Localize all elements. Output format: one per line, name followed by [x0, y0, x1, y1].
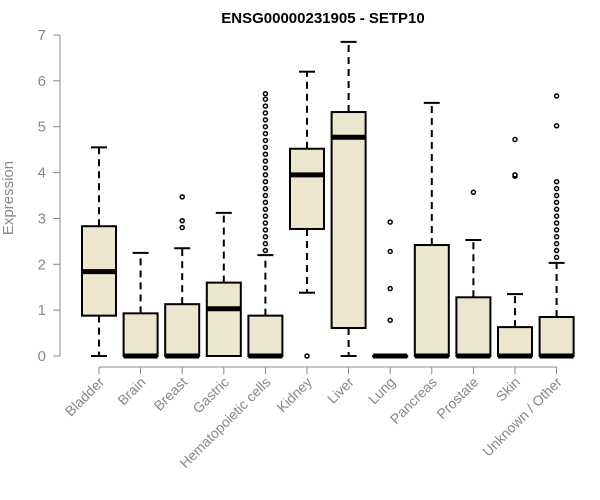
outlier-point: [470, 189, 477, 196]
y-tick-label: 0: [38, 348, 46, 365]
outlier-point: [553, 234, 560, 240]
x-tick-label: Brain: [114, 374, 148, 408]
box-pancreas: [413, 101, 450, 359]
x-tick-label: Liver: [324, 374, 357, 407]
outlier-point: [553, 123, 560, 129]
box-gastric: [205, 211, 242, 357]
outlier-point: [553, 199, 560, 206]
outlier-point: [262, 123, 269, 130]
outlier-point: [553, 220, 560, 226]
outlier-point: [262, 199, 269, 206]
box-iqr: [289, 147, 325, 230]
box-bladder: [81, 146, 117, 357]
chart-title: ENSG00000231905 - SETP10: [221, 10, 424, 27]
x-tick-label: Skin: [493, 374, 524, 405]
x-tick-label: Prostate: [433, 374, 481, 422]
x-tick-label: Kidney: [274, 374, 316, 416]
y-tick-label: 7: [38, 27, 46, 44]
outlier-point: [553, 178, 560, 185]
box-skin: [497, 136, 533, 359]
outlier-point: [304, 353, 310, 359]
outlier-point: [262, 110, 269, 116]
outlier-point: [553, 247, 560, 254]
outlier-point: [262, 103, 269, 109]
y-tick-label: 1: [38, 302, 46, 319]
box-lung: [372, 219, 409, 359]
box-prostate: [455, 189, 492, 359]
outlier-point: [553, 227, 560, 233]
outlier-point: [262, 234, 269, 240]
box-breast: [164, 194, 201, 359]
box-iqr: [164, 303, 201, 357]
outlier-point: [553, 254, 560, 261]
box-iqr: [455, 296, 492, 357]
box-iqr: [413, 244, 450, 357]
x-tick-label: Breast: [150, 374, 190, 414]
outlier-point: [262, 137, 269, 144]
box-hematopoietic-cells: [247, 90, 284, 359]
outlier-point: [262, 192, 269, 199]
box-unknown-other: [538, 93, 575, 359]
outlier-point: [262, 151, 269, 157]
outlier-point: [387, 317, 393, 323]
outlier-point: [553, 240, 560, 247]
box-brain: [122, 251, 159, 359]
outlier-point: [262, 130, 269, 137]
y-tick-label: 5: [38, 119, 46, 136]
x-tick-label: Bladder: [62, 374, 108, 420]
outlier-point: [553, 213, 560, 219]
outlier-point: [262, 206, 269, 213]
box-iqr: [330, 111, 367, 330]
y-tick-label: 3: [38, 210, 46, 227]
box-liver: [330, 40, 367, 357]
outlier-point: [262, 90, 269, 97]
y-axis-label: Expression: [0, 161, 17, 235]
boxes-group: [81, 40, 575, 359]
outlier-point: [262, 178, 269, 185]
outlier-point: [262, 240, 269, 247]
box-iqr: [497, 326, 533, 357]
y-tick-label: 2: [38, 256, 46, 273]
outlier-point: [512, 136, 518, 143]
outlier-point: [179, 217, 185, 224]
outlier-point: [553, 185, 560, 192]
outlier-point: [262, 247, 269, 254]
outlier-point: [387, 248, 393, 255]
y-tick-label: 4: [38, 165, 46, 182]
x-tick-label: Unknown / Other: [479, 374, 565, 460]
outlier-point: [553, 93, 560, 99]
outlier-point: [262, 227, 269, 233]
outlier-point: [179, 224, 185, 231]
box-iqr: [205, 281, 242, 357]
outlier-point: [387, 219, 393, 225]
outlier-point: [262, 144, 269, 151]
outlier-point: [262, 158, 269, 164]
outlier-point: [262, 117, 269, 123]
outlier-point: [553, 206, 560, 213]
box-iqr: [122, 312, 159, 357]
outlier-point: [262, 172, 269, 178]
y-axis: 0 1 2 3 4 5 6 7: [38, 27, 61, 365]
x-tick-label: Lung: [365, 374, 398, 407]
outlier-point: [262, 96, 269, 102]
outlier-point: [179, 194, 185, 200]
y-tick-label: 6: [38, 73, 46, 90]
outlier-point: [262, 185, 269, 192]
outlier-point: [262, 220, 269, 226]
outlier-point: [512, 172, 518, 178]
outlier-point: [262, 213, 269, 219]
box-kidney: [289, 70, 325, 359]
box-iqr: [247, 314, 284, 358]
outlier-point: [553, 192, 560, 199]
outlier-point: [387, 285, 393, 292]
box-iqr: [538, 316, 575, 357]
outlier-point: [262, 165, 269, 171]
